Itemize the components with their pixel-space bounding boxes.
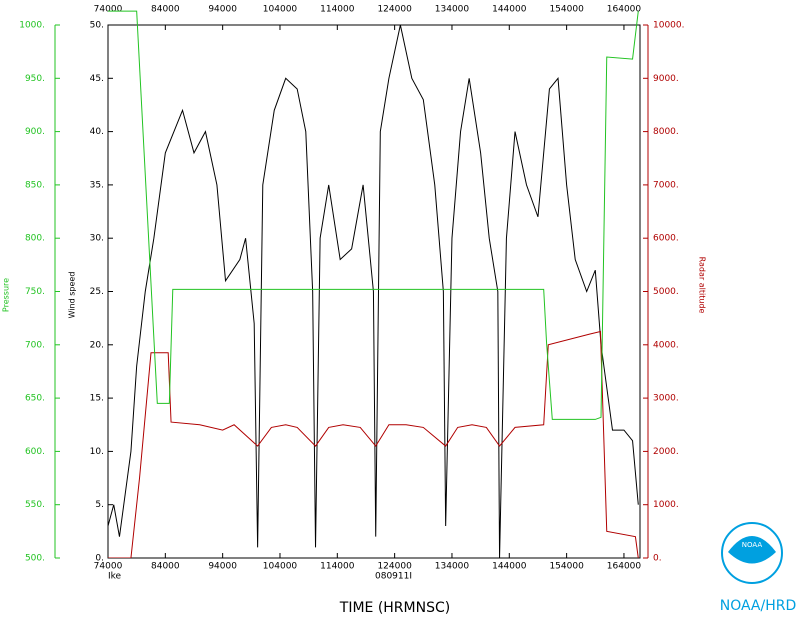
y3-tick-label: 950.: [25, 74, 45, 84]
logo-text: NOAA: [742, 541, 763, 549]
series-line: [108, 24, 639, 558]
x-tick-label: 104000: [263, 562, 298, 572]
x-tick-label: 84000: [151, 562, 180, 572]
x-tick-label-top: 84000: [151, 5, 180, 15]
y2-tick-label: 2000.: [653, 447, 679, 457]
y3-tick-label: 700.: [25, 340, 45, 350]
y-tick-label: 45.: [90, 74, 104, 84]
x-tick-label: 164000: [607, 562, 642, 572]
y-tick-label: 50.: [90, 21, 104, 31]
y2-tick-label: 1000.: [653, 500, 679, 510]
y3-tick-label: 650.: [25, 394, 45, 404]
y-tick-label: 40.: [90, 127, 104, 137]
x-tick-label-top: 124000: [377, 5, 412, 15]
noaa-logo: NOAA: [721, 522, 783, 584]
storm-label: Ike: [108, 572, 122, 582]
y-tick-label: 10.: [90, 447, 104, 457]
series-line: [108, 10, 639, 420]
flight-label: 080911I: [375, 572, 412, 582]
y-tick-label: 25.: [90, 287, 104, 297]
x-tick-label-top: 144000: [492, 5, 527, 15]
x-tick-label-top: 154000: [549, 5, 584, 15]
y2-tick-label: 7000.: [653, 180, 679, 190]
x-tick-label: 114000: [320, 562, 355, 572]
y3-tick-label: 1000.: [19, 21, 45, 31]
y3-tick-label: 800.: [25, 234, 45, 244]
y3-tick-label: 900.: [25, 127, 45, 137]
y-tick-label: 15.: [90, 394, 104, 404]
x-axis-label: TIME (HRMNSC): [339, 600, 450, 616]
y3-tick-label: 850.: [25, 180, 45, 190]
y-axis-label: Wind speed: [68, 272, 77, 319]
x-tick-label: 154000: [549, 562, 584, 572]
y2-tick-label: 9000.: [653, 74, 679, 84]
y-tick-label: 0.: [95, 554, 104, 564]
y-tick-label: 5.: [95, 500, 104, 510]
y-tick-label: 30.: [90, 234, 104, 244]
logo-bird: [728, 536, 776, 564]
y3-tick-label: 750.: [25, 287, 45, 297]
x-tick-label-top: 104000: [263, 5, 298, 15]
x-tick-label-top: 134000: [435, 5, 470, 15]
y-tick-label: 20.: [90, 340, 104, 350]
y2-tick-label: 3000.: [653, 394, 679, 404]
x-tick-label-top: 114000: [320, 5, 355, 15]
y3-tick-label: 500.: [25, 554, 45, 564]
x-tick-label-top: 74000: [94, 5, 123, 15]
y2-tick-label: 0.: [653, 554, 662, 564]
y3-axis-label: Pressure: [2, 278, 11, 312]
y3-tick-label: 600.: [25, 447, 45, 457]
logo-ring: [721, 522, 783, 584]
x-tick-label-top: 94000: [208, 5, 237, 15]
y2-tick-label: 6000.: [653, 234, 679, 244]
x-tick-label: 94000: [208, 562, 237, 572]
x-tick-label-top: 164000: [607, 5, 642, 15]
y2-tick-label: 10000.: [653, 21, 685, 31]
y2-tick-label: 5000.: [653, 287, 679, 297]
y2-tick-label: 8000.: [653, 127, 679, 137]
y3-tick-label: 550.: [25, 500, 45, 510]
x-tick-label: 124000: [377, 562, 412, 572]
x-tick-label: 144000: [492, 562, 527, 572]
x-tick-label: 134000: [435, 562, 470, 572]
y-tick-label: 35.: [90, 180, 104, 190]
source-label: NOAA/HRD: [720, 598, 797, 614]
x-tick-label: 74000: [94, 562, 123, 572]
y2-axis-label: Radar altitude: [698, 257, 707, 314]
series-line: [108, 330, 639, 558]
y2-tick-label: 4000.: [653, 340, 679, 350]
